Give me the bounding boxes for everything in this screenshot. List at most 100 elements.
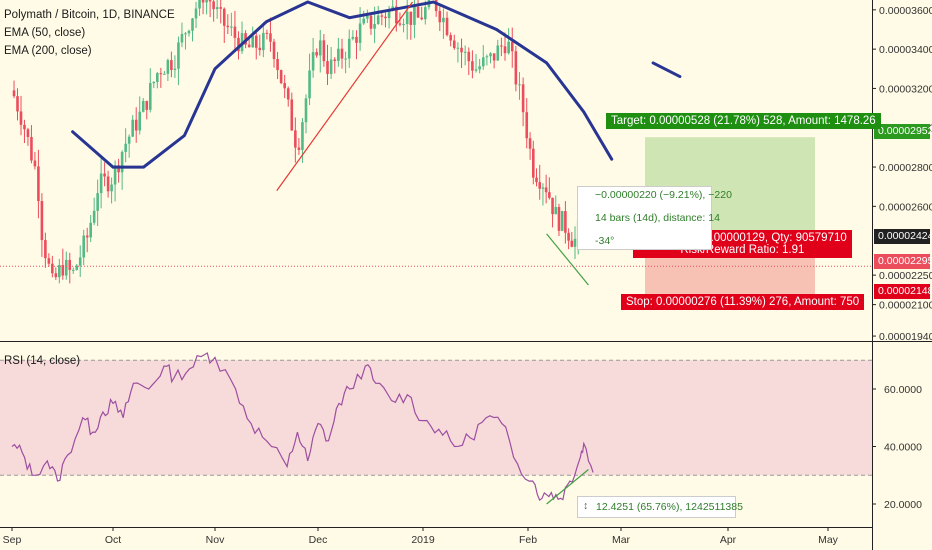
up-candle <box>78 245 82 278</box>
up-candle <box>362 10 366 25</box>
down-candle <box>269 17 272 52</box>
up-candle <box>351 30 355 41</box>
candle-body <box>75 265 79 270</box>
candle-body <box>311 52 315 71</box>
down-candle <box>30 125 33 164</box>
time-tick-label: Apr <box>720 534 737 546</box>
down-candle <box>16 88 19 121</box>
down-candle <box>279 69 283 85</box>
candle-body <box>19 111 23 125</box>
up-candle <box>194 1 198 29</box>
time-tick-label: Dec <box>309 534 328 546</box>
stop-label[interactable]: Stop: 0.00000276 (11.39%) 276, Amount: 7… <box>621 294 865 310</box>
down-candle <box>355 30 358 60</box>
target-label[interactable]: Target: 0.00000528 (21.78%) 528, Amount:… <box>606 113 881 129</box>
rsi-legend[interactable]: RSI (14, close) <box>4 355 81 367</box>
candle-body <box>308 70 311 99</box>
ema200-legend[interactable]: EMA (200, close) <box>4 45 92 57</box>
candle-body <box>318 40 322 56</box>
candle-body <box>191 18 194 31</box>
candle-body <box>212 1 215 10</box>
candle-body <box>463 51 467 53</box>
measure-box[interactable]: −0.00000220 (−9.21%), −220 14 bars (14d)… <box>577 186 732 250</box>
candle-body <box>208 0 212 2</box>
up-candle <box>180 22 184 48</box>
ema200-line <box>651 61 682 79</box>
down-candle <box>37 149 40 219</box>
up-candle <box>311 37 315 78</box>
candle-body <box>283 83 286 89</box>
candle-body <box>564 211 567 233</box>
candle-body <box>514 51 518 85</box>
candle-body <box>184 33 187 35</box>
rsi-band <box>0 360 872 476</box>
candle-body <box>141 100 145 112</box>
candle-body <box>279 70 283 84</box>
up-candle <box>560 210 564 232</box>
candle-body <box>369 15 373 29</box>
candle-body <box>166 60 170 74</box>
candle-body <box>205 0 208 3</box>
down-candle <box>283 75 286 99</box>
up-candle <box>402 18 405 33</box>
up-candle <box>485 54 489 66</box>
up-candle <box>456 42 460 63</box>
rsi-pane[interactable] <box>0 352 872 505</box>
down-candle <box>61 248 65 280</box>
down-candle <box>551 197 554 228</box>
candle-body <box>85 235 89 238</box>
rsi-measure-box[interactable]: ↕ 12.4251 (65.76%), 1242511385 <box>577 496 743 518</box>
up-candle <box>230 12 233 37</box>
candle-body <box>398 23 402 25</box>
down-candle <box>19 95 23 136</box>
price-tick-label: 0.00003200 <box>879 83 932 95</box>
candle-body <box>449 35 452 41</box>
up-candle <box>92 197 96 226</box>
candle-body <box>492 53 496 61</box>
down-candle <box>233 10 237 51</box>
candle-body <box>89 222 92 238</box>
up-candle <box>541 183 545 206</box>
candle-body <box>40 201 44 241</box>
candle-body <box>33 160 37 167</box>
up-candle <box>405 0 409 40</box>
candle-body <box>510 41 514 52</box>
up-candle <box>198 0 201 16</box>
ema50-legend[interactable]: EMA (50, close) <box>4 27 86 39</box>
down-candle <box>567 228 570 250</box>
down-candle <box>201 0 205 15</box>
down-candle <box>380 12 384 26</box>
entry-price-badge: 0.00002424 <box>874 229 932 244</box>
down-candle <box>159 67 163 88</box>
candle-body <box>276 59 279 71</box>
symbol-title[interactable]: Polymath / Bitcoin, 1D, BINANCE <box>4 9 175 21</box>
candle-body <box>452 40 456 49</box>
up-candle <box>251 26 254 48</box>
up-candle <box>124 128 127 163</box>
down-candle <box>33 151 37 170</box>
candle-body <box>23 124 26 130</box>
down-candle <box>85 227 89 253</box>
price-tick-label: 0.00001940 <box>879 331 932 343</box>
candle-body <box>366 15 369 19</box>
candle-body <box>485 56 489 58</box>
candle-body <box>177 42 180 69</box>
candle-body <box>269 33 272 42</box>
down-candle <box>564 201 567 244</box>
candle-body <box>541 187 545 189</box>
down-candle <box>290 92 294 131</box>
down-candle <box>445 11 449 37</box>
candle-body <box>445 17 449 36</box>
rsi-measure-text: 12.4251 (65.76%), 1242511385 <box>596 501 743 513</box>
candle-body <box>489 53 492 57</box>
candle-body <box>416 6 420 18</box>
candle-body <box>12 90 16 97</box>
candle-body <box>254 35 258 48</box>
time-tick-label: Nov <box>206 534 225 546</box>
candle-body <box>481 57 485 67</box>
down-candle <box>40 193 44 257</box>
down-candle <box>510 27 514 68</box>
candle-body <box>304 98 308 123</box>
candle-body <box>96 193 99 211</box>
